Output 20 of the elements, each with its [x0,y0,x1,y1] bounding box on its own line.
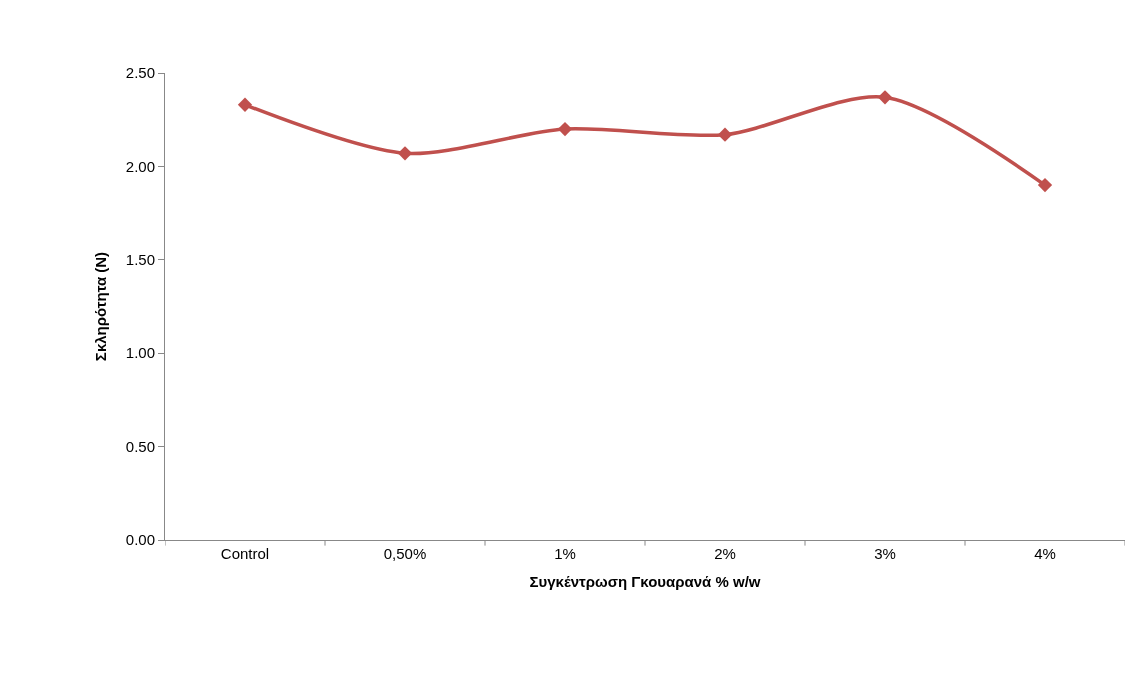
point [717,127,733,142]
y-tick-label: 1.50 [125,251,155,269]
point [397,146,413,161]
x-tick-label: Control [220,545,270,562]
x-tick-label: 2% [714,545,736,562]
y-tick-label: 0.50 [125,437,155,455]
point [1037,177,1053,193]
point [557,121,573,137]
point [877,90,893,105]
y-tick-label: 0.00 [125,531,155,549]
y-axis-title: Σκληρότητα (N) [92,251,110,362]
x-tick-label: 0,50% [383,545,427,562]
x-axis-title: Συγκέντρωση Γκουαρανά % w/w [529,573,761,590]
point [237,97,253,112]
x-tick-label: 1% [554,545,576,562]
x-tick-label: 3% [874,545,896,562]
y-tick-label: 2.00 [125,157,155,175]
x-tick-label: 4% [1034,545,1056,562]
y-tick-label: 1.00 [125,344,155,362]
y-tick-label: 2.50 [125,64,155,82]
